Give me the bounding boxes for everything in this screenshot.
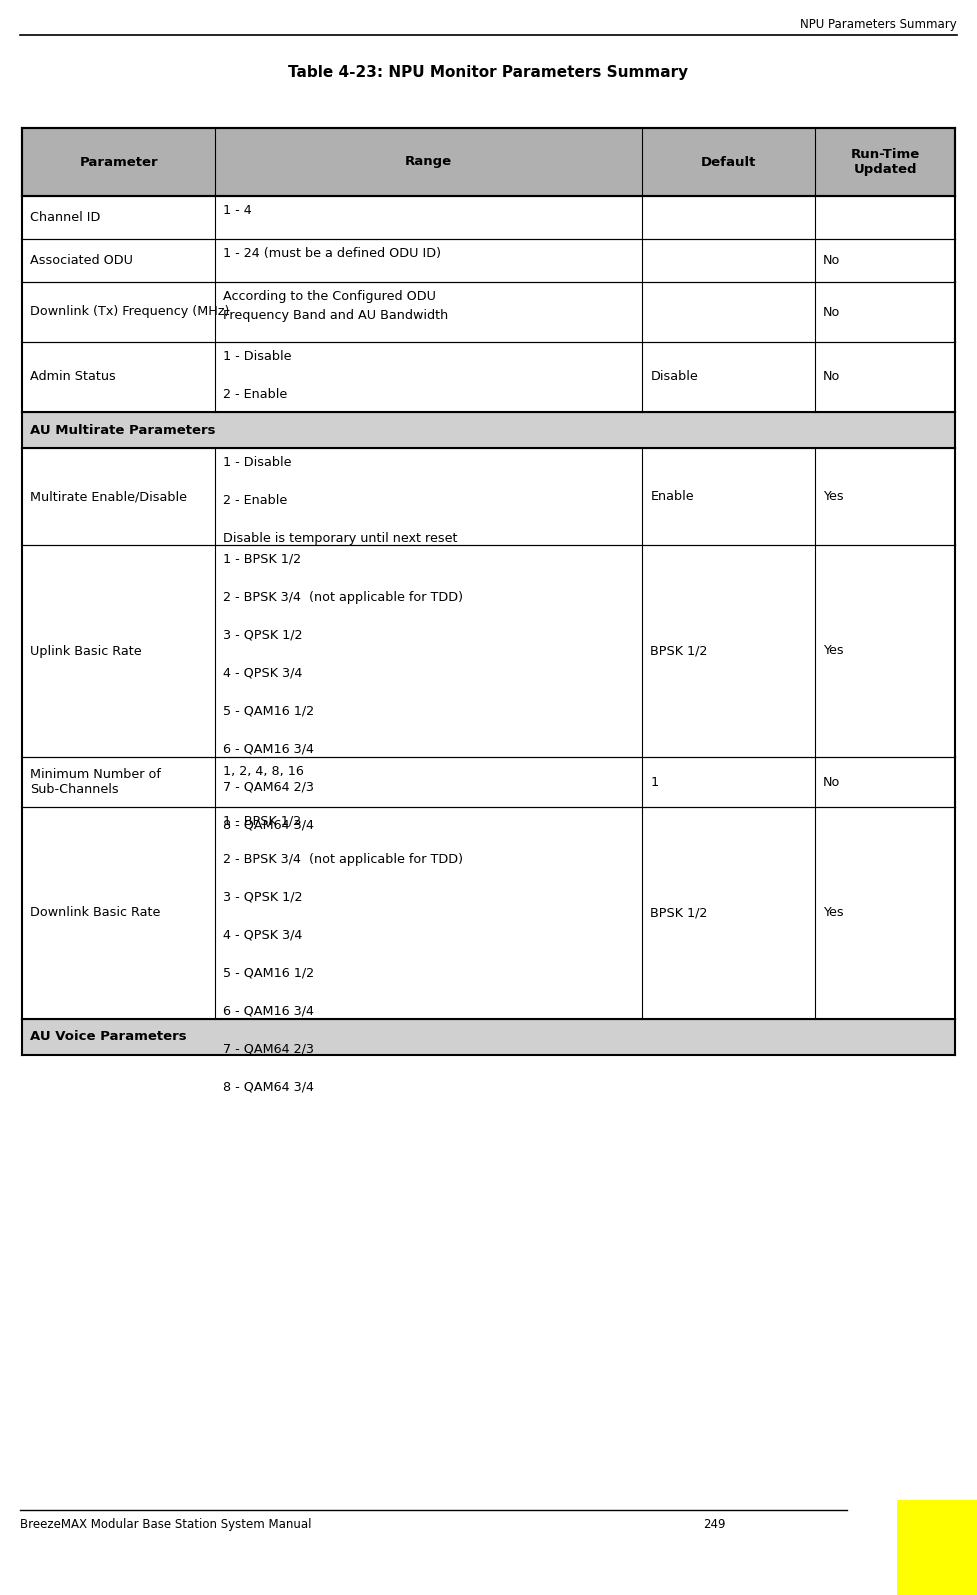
Text: Run-Time
Updated: Run-Time Updated (850, 148, 919, 175)
Bar (22, 448, 955, 545)
Text: No: No (823, 775, 840, 788)
Text: AU Multirate Parameters: AU Multirate Parameters (30, 424, 216, 437)
Text: Multirate Enable/Disable: Multirate Enable/Disable (30, 490, 187, 502)
Text: 1 - 4: 1 - 4 (223, 204, 252, 217)
Bar (22, 807, 955, 1019)
Text: Parameter: Parameter (79, 155, 158, 169)
Bar (22, 758, 955, 807)
Bar (22, 282, 955, 341)
Text: Disable: Disable (651, 370, 699, 383)
Text: 249: 249 (703, 1518, 726, 1531)
Text: 1: 1 (651, 775, 658, 788)
Text: Default: Default (701, 155, 756, 169)
Text: 1 - BPSK 1/2

2 - BPSK 3/4  (not applicable for TDD)

3 - QPSK 1/2

4 - QPSK 3/4: 1 - BPSK 1/2 2 - BPSK 3/4 (not applicabl… (223, 815, 463, 1094)
Bar (22, 196, 955, 239)
Text: According to the Configured ODU
Frequency Band and AU Bandwidth: According to the Configured ODU Frequenc… (223, 290, 448, 322)
Text: Admin Status: Admin Status (30, 370, 115, 383)
Text: Table 4-23: NPU Monitor Parameters Summary: Table 4-23: NPU Monitor Parameters Summa… (288, 65, 689, 80)
Text: Enable: Enable (651, 490, 694, 502)
Text: NPU Parameters Summary: NPU Parameters Summary (800, 18, 957, 30)
Text: Channel ID: Channel ID (30, 211, 101, 223)
Text: BPSK 1/2: BPSK 1/2 (651, 906, 707, 919)
Bar (22, 239, 955, 282)
Text: AU Voice Parameters: AU Voice Parameters (30, 1030, 187, 1043)
Text: Yes: Yes (823, 644, 844, 657)
Text: Associated ODU: Associated ODU (30, 254, 133, 266)
Bar (22, 128, 955, 196)
Bar (22, 1019, 955, 1054)
Text: No: No (823, 370, 840, 383)
Text: 1, 2, 4, 8, 16: 1, 2, 4, 8, 16 (223, 766, 304, 778)
Text: Downlink (Tx) Frequency (MHz): Downlink (Tx) Frequency (MHz) (30, 306, 230, 319)
Text: Yes: Yes (823, 490, 844, 502)
Text: Range: Range (405, 155, 452, 169)
Bar (22, 341, 955, 412)
Bar (22, 545, 955, 758)
Text: No: No (823, 254, 840, 266)
Text: Downlink Basic Rate: Downlink Basic Rate (30, 906, 160, 919)
Text: No: No (823, 306, 840, 319)
Text: BPSK 1/2: BPSK 1/2 (651, 644, 707, 657)
Text: BreezeMAX Modular Base Station System Manual: BreezeMAX Modular Base Station System Ma… (20, 1518, 312, 1531)
Text: 1 - Disable

2 - Enable

Disable is temporary until next reset: 1 - Disable 2 - Enable Disable is tempor… (223, 456, 457, 545)
Text: 1 - BPSK 1/2

2 - BPSK 3/4  (not applicable for TDD)

3 - QPSK 1/2

4 - QPSK 3/4: 1 - BPSK 1/2 2 - BPSK 3/4 (not applicabl… (223, 553, 463, 833)
Text: Yes: Yes (823, 906, 844, 919)
Text: 1 - 24 (must be a defined ODU ID): 1 - 24 (must be a defined ODU ID) (223, 247, 442, 260)
Text: 1 - Disable

2 - Enable: 1 - Disable 2 - Enable (223, 349, 291, 400)
Text: Minimum Number of
Sub-Channels: Minimum Number of Sub-Channels (30, 769, 161, 796)
Bar (897, 1499, 977, 1595)
Text: Uplink Basic Rate: Uplink Basic Rate (30, 644, 142, 657)
Bar (22, 412, 955, 448)
